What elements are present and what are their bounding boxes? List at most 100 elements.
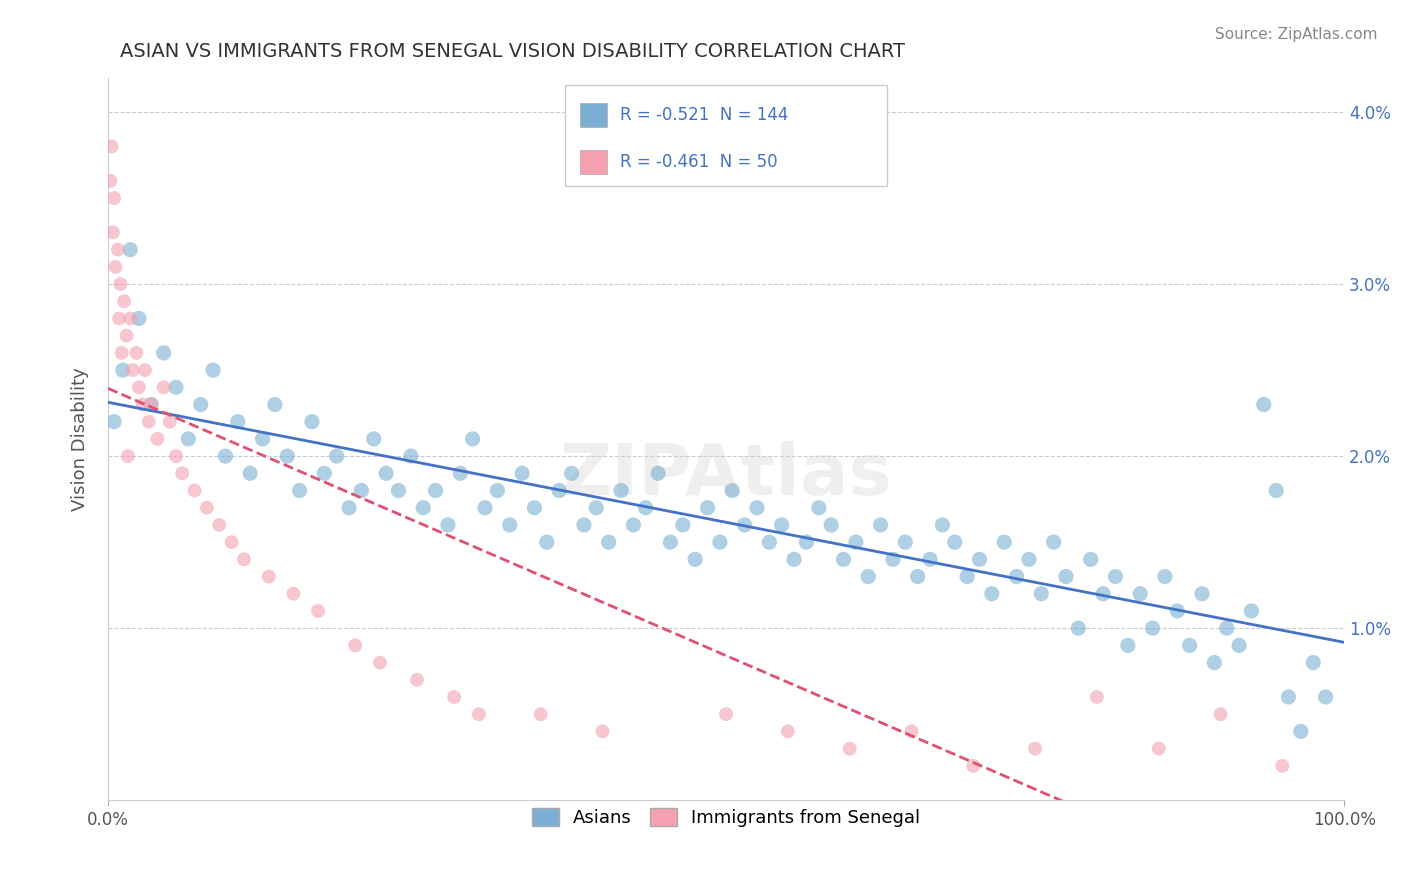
Point <box>115 328 138 343</box>
Point <box>647 467 669 481</box>
Point <box>1054 569 1077 583</box>
Point <box>832 552 855 566</box>
Point <box>257 569 280 583</box>
Point <box>103 191 125 205</box>
Point <box>190 397 212 411</box>
Point <box>239 467 262 481</box>
Point <box>104 260 127 274</box>
Point <box>141 397 163 411</box>
Point <box>1154 569 1177 583</box>
Point <box>125 346 148 360</box>
Point <box>152 346 174 360</box>
Point <box>1253 397 1275 411</box>
Point <box>621 517 644 532</box>
Point <box>263 397 285 411</box>
Point <box>159 415 181 429</box>
Point <box>146 432 169 446</box>
Point <box>1092 587 1115 601</box>
Point <box>683 552 706 566</box>
Point <box>672 517 695 532</box>
Point <box>208 517 231 532</box>
Point <box>337 500 360 515</box>
Point <box>437 517 460 532</box>
Point <box>820 517 842 532</box>
Point <box>510 467 533 481</box>
Point <box>1289 724 1312 739</box>
Point <box>486 483 509 498</box>
Point <box>134 363 156 377</box>
Point <box>202 363 225 377</box>
Point <box>103 415 125 429</box>
Point <box>962 759 984 773</box>
Point <box>1031 587 1053 601</box>
Point <box>183 483 205 498</box>
Point <box>152 380 174 394</box>
Point <box>709 535 731 549</box>
Point <box>907 569 929 583</box>
Point <box>449 467 471 481</box>
Point <box>721 483 744 498</box>
Point <box>252 432 274 446</box>
Point <box>634 500 657 515</box>
Point <box>468 707 491 722</box>
Point <box>783 552 806 566</box>
Point <box>301 415 323 429</box>
Point <box>745 500 768 515</box>
FancyBboxPatch shape <box>565 85 887 186</box>
Point <box>869 517 891 532</box>
Point <box>100 174 122 188</box>
Point <box>1080 552 1102 566</box>
Point <box>734 517 756 532</box>
Point <box>344 639 367 653</box>
Bar <box>581 103 607 128</box>
Point <box>226 415 249 429</box>
Point <box>900 724 922 739</box>
Point <box>548 483 571 498</box>
Point <box>172 467 194 481</box>
Point <box>1129 587 1152 601</box>
Point <box>1147 741 1170 756</box>
Point <box>406 673 429 687</box>
Point <box>165 380 187 394</box>
Point <box>1209 707 1232 722</box>
Point <box>838 741 860 756</box>
Point <box>1178 639 1201 653</box>
Point <box>536 535 558 549</box>
Point <box>1215 621 1237 635</box>
Point <box>425 483 447 498</box>
Point <box>858 569 880 583</box>
Point <box>112 294 135 309</box>
Point <box>956 569 979 583</box>
Point <box>288 483 311 498</box>
Point <box>585 500 607 515</box>
Point <box>776 724 799 739</box>
Point <box>350 483 373 498</box>
Point <box>591 724 613 739</box>
Point <box>770 517 793 532</box>
Point <box>108 311 131 326</box>
Point <box>307 604 329 618</box>
Point <box>931 517 953 532</box>
Point <box>121 363 143 377</box>
Point <box>276 449 298 463</box>
Point <box>461 432 484 446</box>
Point <box>499 517 522 532</box>
Point <box>120 311 142 326</box>
Text: R = -0.461  N = 50: R = -0.461 N = 50 <box>620 153 778 171</box>
Text: ZIPAtlas: ZIPAtlas <box>560 441 893 509</box>
Point <box>1067 621 1090 635</box>
Point <box>110 277 132 291</box>
Text: R = -0.521  N = 144: R = -0.521 N = 144 <box>620 106 789 124</box>
Point <box>1018 552 1040 566</box>
Point <box>796 535 818 549</box>
Point <box>283 587 305 601</box>
Point <box>918 552 941 566</box>
Point <box>969 552 991 566</box>
Point <box>195 500 218 515</box>
Point <box>107 243 129 257</box>
Point <box>1024 741 1046 756</box>
Point <box>387 483 409 498</box>
Point <box>696 500 718 515</box>
Point <box>165 449 187 463</box>
Point <box>1191 587 1213 601</box>
